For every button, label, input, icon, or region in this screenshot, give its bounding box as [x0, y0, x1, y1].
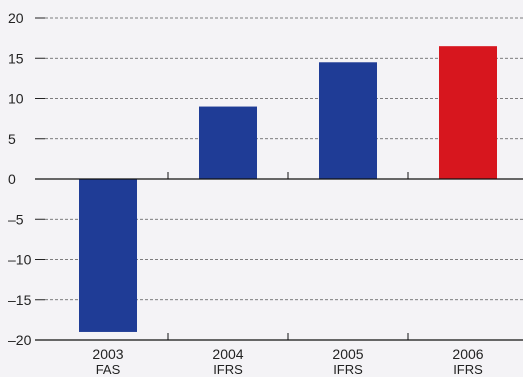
bar-2005 — [319, 62, 377, 179]
x-sublabel: IFRS — [453, 362, 483, 377]
y-tick-label: –5 — [8, 211, 24, 227]
x-sublabel: FAS — [96, 362, 121, 377]
x-category-label: 2004 — [212, 346, 243, 362]
x-axis — [35, 172, 523, 341]
y-tick-label: 0 — [8, 171, 16, 187]
x-category-label: 2005 — [332, 346, 363, 362]
y-tick-label: 15 — [8, 50, 24, 66]
y-tick-label: –20 — [8, 332, 32, 348]
y-tick-label: –15 — [8, 292, 32, 308]
y-axis-ticks: 20 15 10 5 0 –5 –10 –15 –20 — [8, 10, 45, 348]
x-category-label: 2006 — [452, 346, 483, 362]
x-sublabel: IFRS — [213, 362, 243, 377]
y-tick-label: 10 — [8, 91, 24, 107]
bar-2006 — [439, 46, 497, 179]
x-sublabel: IFRS — [333, 362, 363, 377]
bar-2004 — [199, 106, 257, 179]
y-tick-label: 5 — [8, 131, 16, 147]
x-category-label: 2003 — [92, 346, 123, 362]
y-tick-label: 20 — [8, 10, 24, 26]
y-tick-label: –10 — [8, 252, 32, 268]
bars — [79, 46, 497, 332]
bar-2003 — [79, 179, 137, 332]
